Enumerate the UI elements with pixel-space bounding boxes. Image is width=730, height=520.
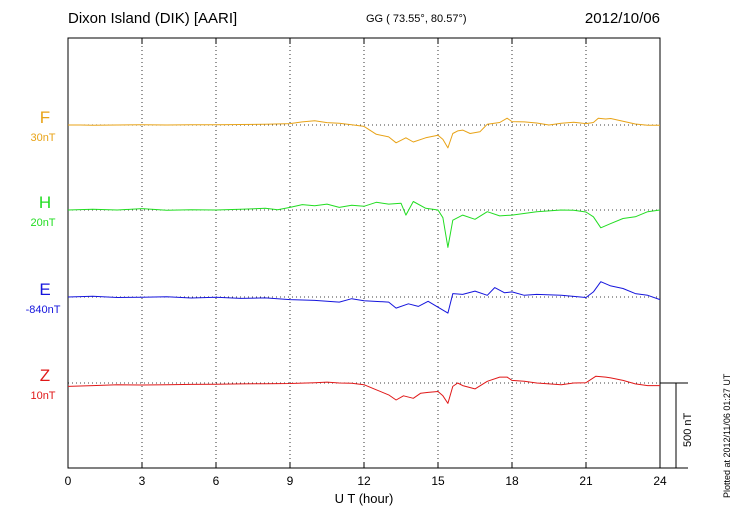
channel-name-e: E — [39, 280, 51, 299]
x-tick-label: 18 — [505, 474, 519, 488]
series-line-f — [68, 117, 660, 149]
x-tick-label: 21 — [579, 474, 593, 488]
scale-bar: 500 nT — [660, 382, 694, 469]
station-coords: GG ( 73.55°, 80.57°) — [366, 13, 467, 25]
series-line-e — [67, 281, 661, 314]
series-line-z — [67, 375, 660, 404]
plotted-timestamp: Plotted at 2012/11/06 01:27 UT — [722, 373, 730, 498]
x-tick-label: 15 — [431, 474, 445, 488]
x-axis: 0 3 6 9 12 15 18 21 24 — [65, 38, 667, 488]
channel-baseline-z: 10nT — [30, 390, 56, 402]
x-tick-label: 24 — [653, 474, 667, 488]
x-tick-label: 6 — [213, 474, 220, 488]
channel-name-h: H — [38, 193, 52, 212]
x-tick-label: 9 — [287, 474, 294, 488]
date-label: 2012/10/06 — [584, 10, 660, 27]
series-group — [67, 117, 661, 404]
channel-name-z: Z — [39, 366, 51, 385]
channel-baseline-h: 20nT — [30, 217, 56, 229]
grid-lines — [68, 38, 660, 468]
station-title: Dixon Island (DIK) [AARI] — [68, 10, 238, 27]
scale-bar-label: 500 nT — [682, 412, 694, 447]
series-line-h — [67, 201, 661, 248]
channel-name-f: F — [39, 108, 51, 127]
channel-baseline-e: -840nT — [25, 304, 61, 316]
x-tick-label: 12 — [357, 474, 371, 488]
x-axis-label: U T (hour) — [335, 491, 394, 506]
channel-baseline-f: 30nT — [30, 132, 56, 144]
x-tick-label: 0 — [65, 474, 72, 488]
x-tick-label: 3 — [139, 474, 146, 488]
